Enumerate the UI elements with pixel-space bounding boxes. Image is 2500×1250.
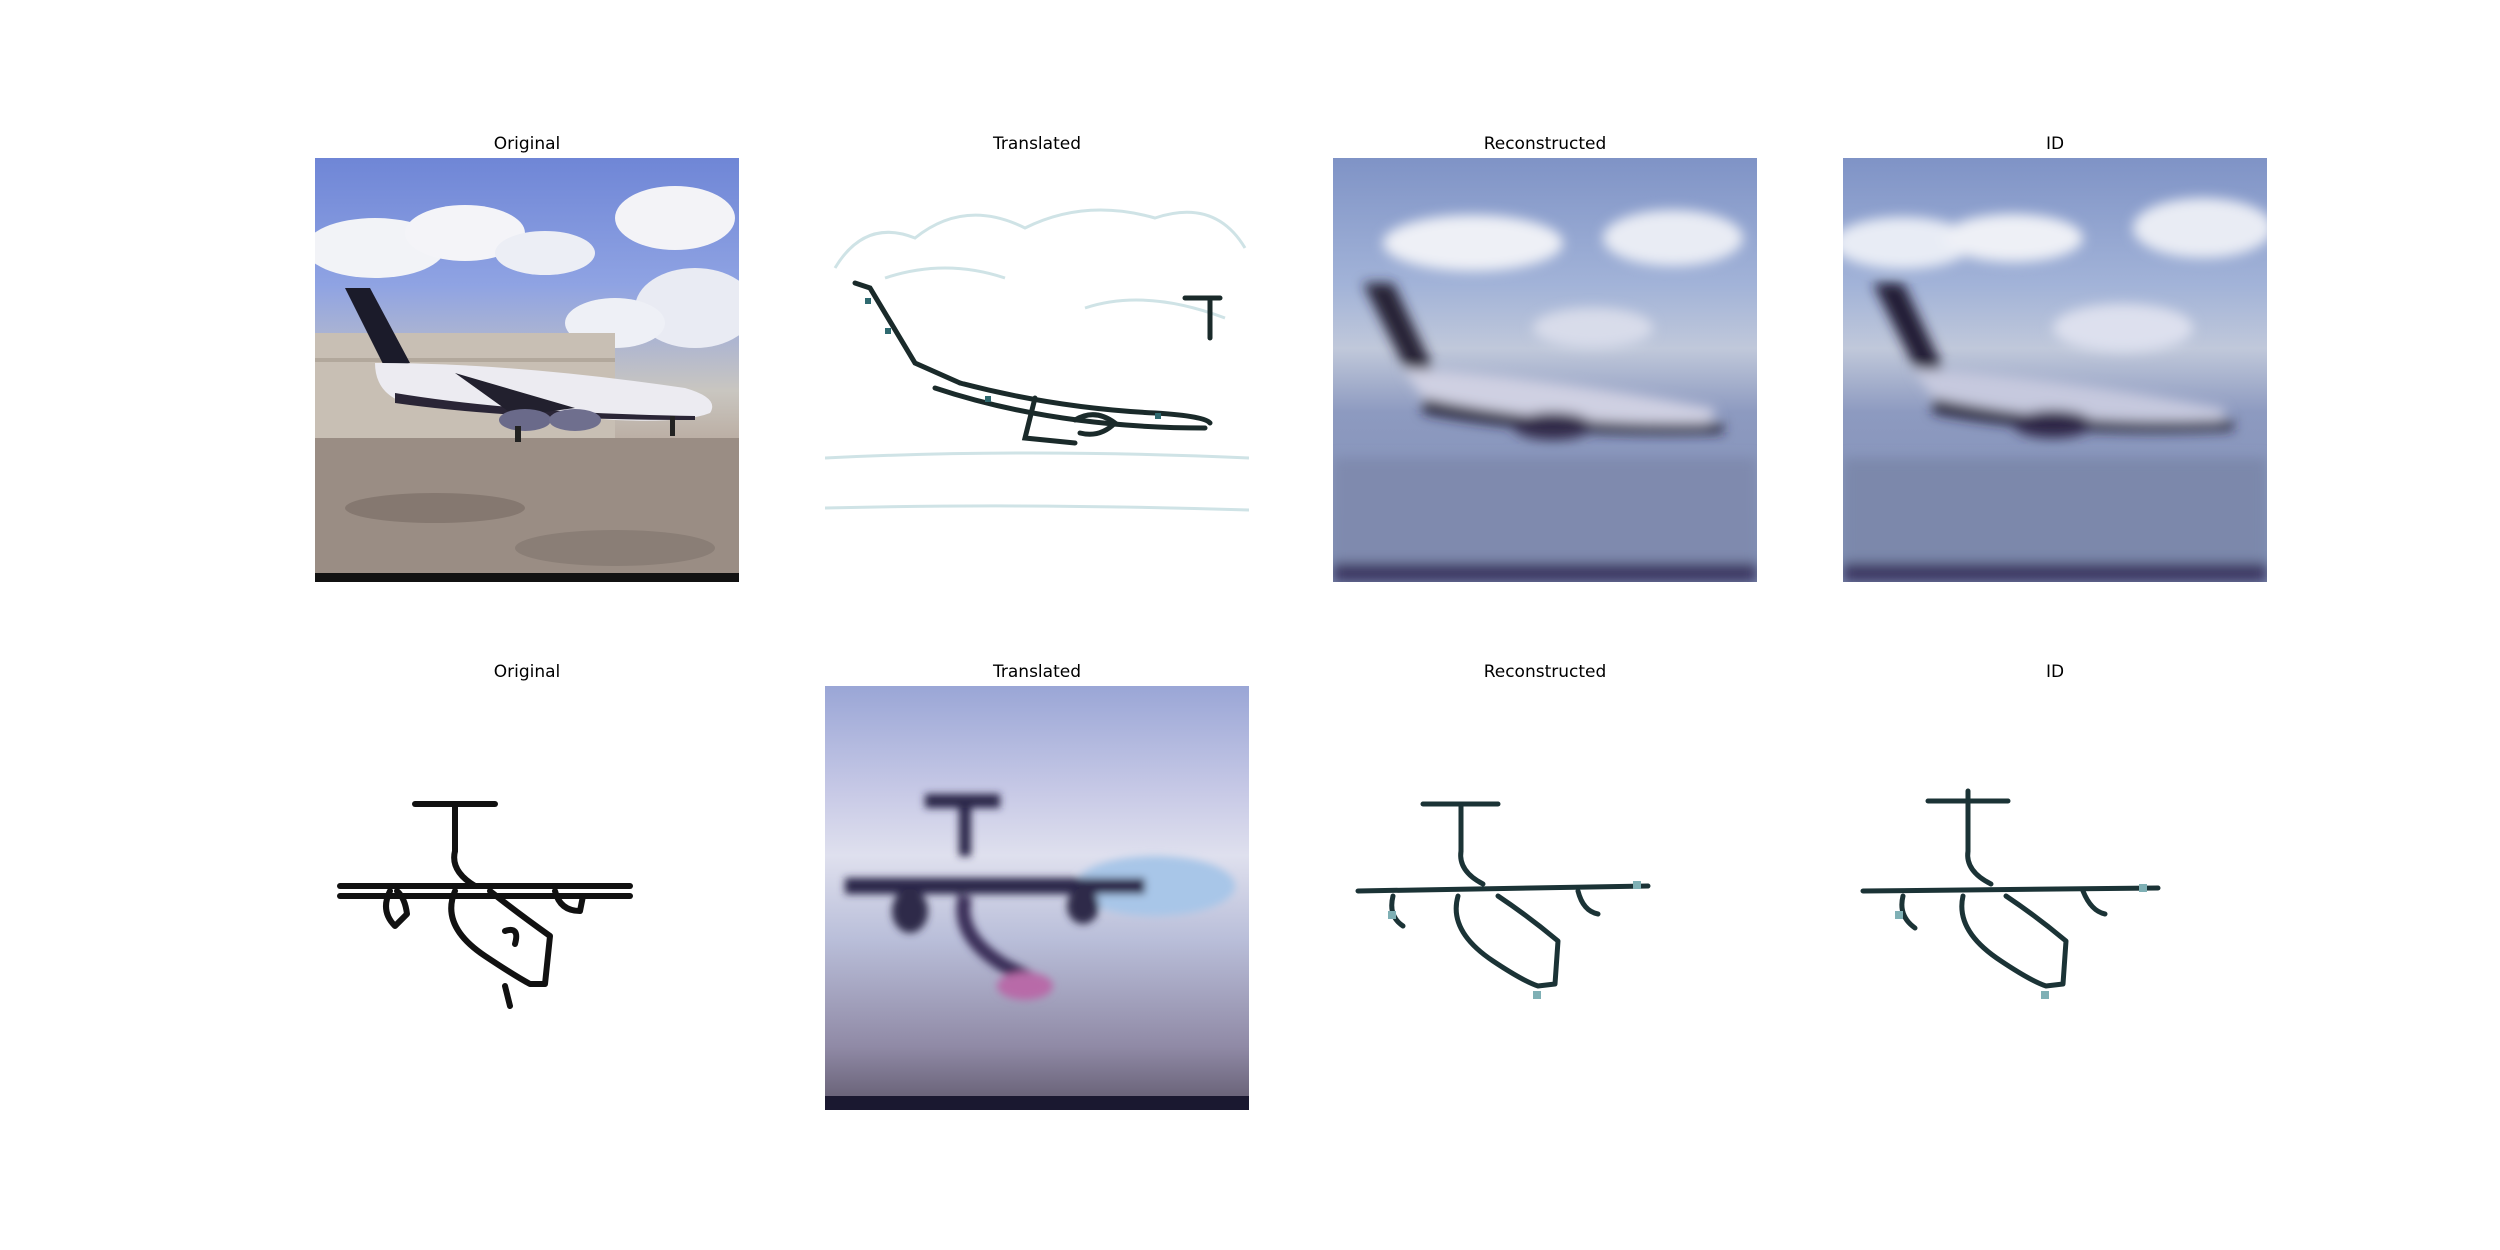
propeller-photo-image xyxy=(825,686,1249,1110)
airliner-sketch-image xyxy=(825,158,1249,582)
airliner-reconstructed-image xyxy=(1333,158,1757,582)
panel-title: Original xyxy=(493,662,561,682)
propeller-sketch-image xyxy=(315,686,739,1110)
airliner-photo-image xyxy=(315,158,739,582)
airliner-identity-image xyxy=(1843,158,2267,582)
panel-title: Translated xyxy=(993,662,1081,682)
propeller-identity-image xyxy=(1843,686,2267,1110)
panel-title: ID xyxy=(2045,134,2065,154)
panel-title: Reconstructed xyxy=(1483,134,1607,154)
panel-title: Original xyxy=(493,134,561,154)
panel-title: ID xyxy=(2045,662,2065,682)
panel-title: Reconstructed xyxy=(1483,662,1607,682)
propeller-reconstructed-image xyxy=(1333,686,1757,1110)
panel-title: Translated xyxy=(993,134,1081,154)
